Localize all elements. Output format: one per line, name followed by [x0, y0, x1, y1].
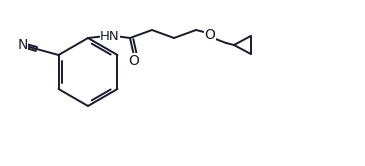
Text: O: O: [204, 28, 215, 42]
Text: HN: HN: [100, 30, 120, 42]
Text: O: O: [128, 54, 139, 68]
Text: N: N: [18, 38, 28, 52]
